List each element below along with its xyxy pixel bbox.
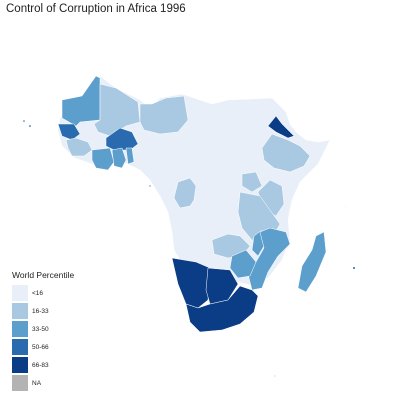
legend-item: 66-83 — [12, 356, 74, 374]
legend-swatch — [12, 357, 28, 373]
region-south-africa — [185, 285, 259, 333]
island-cape-verde-2 — [29, 125, 31, 127]
legend-swatch — [12, 321, 28, 337]
legend-swatch — [12, 303, 28, 319]
region-uganda — [241, 171, 263, 193]
region-ethiopia — [261, 133, 311, 173]
legend-swatch — [12, 285, 28, 301]
legend-label: 33-50 — [32, 325, 49, 333]
island-marion — [274, 375, 276, 377]
legend-label: 16-33 — [32, 307, 49, 315]
region-ghana — [111, 147, 127, 169]
legend-item: 50-66 — [12, 338, 74, 356]
region-guinea — [65, 137, 93, 157]
legend-swatch — [12, 339, 28, 355]
legend-item: 33-50 — [12, 320, 74, 338]
region-senegal — [57, 123, 81, 141]
region-eritrea — [267, 115, 295, 139]
legend-label: 50-66 — [32, 343, 49, 351]
legend-label: 66-83 — [32, 361, 49, 369]
region-mauritania — [61, 75, 101, 127]
legend-label: NA — [32, 379, 42, 387]
region-chad — [173, 177, 197, 209]
region-cote-divoire — [91, 147, 115, 171]
region-mozambique — [247, 227, 291, 291]
legend-swatch — [12, 375, 28, 391]
island-sao-tome — [149, 185, 151, 187]
region-madagascar — [297, 231, 327, 293]
legend: World Percentile <16 16-33 33-50 50-66 6… — [12, 270, 74, 392]
legend-title: World Percentile — [12, 270, 75, 280]
chart-title: Control of Corruption in Africa 1996 — [6, 3, 186, 15]
legend-label: <16 — [32, 289, 44, 297]
region-togo — [125, 147, 135, 165]
legend-item: <16 — [12, 284, 74, 302]
legend-item: NA — [12, 374, 74, 392]
legend-item: 16-33 — [12, 302, 74, 320]
island-mauritius — [353, 267, 355, 269]
region-zimbabwe — [229, 249, 257, 279]
region-burkina-faso — [105, 127, 139, 151]
island-seychelles — [345, 205, 347, 207]
island-cape-verde — [23, 120, 25, 122]
region-niger — [139, 95, 189, 135]
region-namibia — [171, 257, 211, 309]
